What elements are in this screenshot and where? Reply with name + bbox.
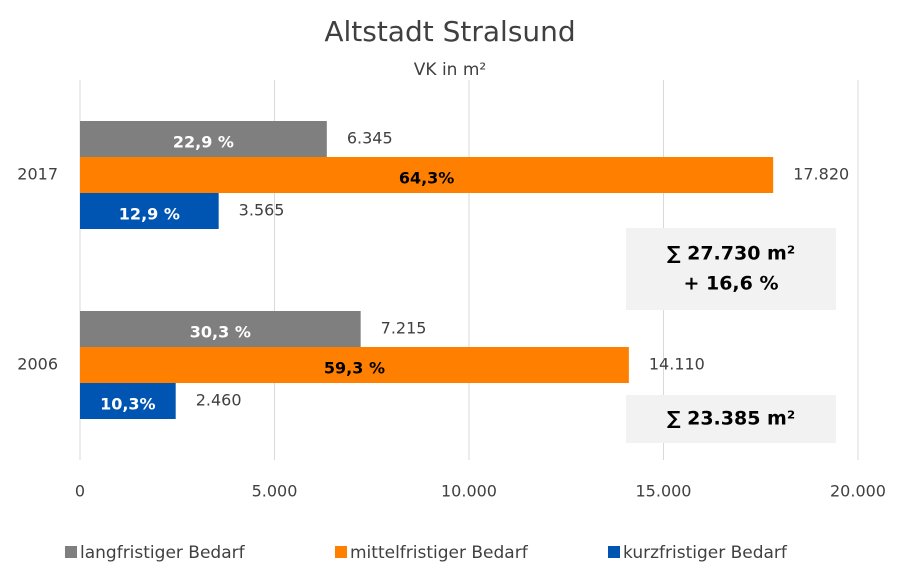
percent-label: 12,9 % xyxy=(119,205,180,224)
x-tick-label: 5.000 xyxy=(252,482,298,501)
bar xyxy=(80,193,219,229)
value-label: 2.460 xyxy=(196,391,242,410)
annotation-box xyxy=(626,228,836,310)
legend-label: langfristiger Bedarf xyxy=(80,543,246,563)
x-tick-label: 15.000 xyxy=(636,482,692,501)
percent-label: 64,3% xyxy=(399,169,455,188)
bar xyxy=(80,121,327,157)
x-tick-label: 10.000 xyxy=(441,482,497,501)
x-tick-label: 0 xyxy=(75,482,85,501)
value-label: 14.110 xyxy=(649,355,705,374)
legend-swatch xyxy=(335,546,347,558)
bar xyxy=(80,383,176,419)
bar xyxy=(80,311,361,347)
value-label: 17.820 xyxy=(793,165,849,184)
chart-title: Altstadt Stralsund xyxy=(324,15,575,48)
x-tick-label: 20.000 xyxy=(830,482,886,501)
bar xyxy=(80,347,629,383)
legend-swatch xyxy=(65,546,77,558)
value-label: 6.345 xyxy=(347,129,393,148)
percent-label: 59,3 % xyxy=(324,359,385,378)
value-label: 3.565 xyxy=(239,201,285,220)
annotation-text: + 16,6 % xyxy=(683,273,778,295)
annotation-text: ∑ 23.385 m² xyxy=(667,408,795,430)
percent-label: 10,3% xyxy=(100,395,156,414)
percent-label: 30,3 % xyxy=(190,323,251,342)
bar xyxy=(80,157,774,193)
annotation-text: ∑ 27.730 m² xyxy=(667,243,795,265)
value-label: 7.215 xyxy=(381,319,427,338)
y-tick-label: 2006 xyxy=(17,355,58,374)
chart-subtitle: VK in m² xyxy=(414,60,486,80)
legend-swatch xyxy=(608,546,620,558)
legend-label: kurzfristiger Bedarf xyxy=(623,543,788,563)
legend-label: mittelfristiger Bedarf xyxy=(350,543,529,563)
annotation-box xyxy=(626,395,836,443)
percent-label: 22,9 % xyxy=(173,133,234,152)
y-tick-label: 2017 xyxy=(17,165,58,184)
